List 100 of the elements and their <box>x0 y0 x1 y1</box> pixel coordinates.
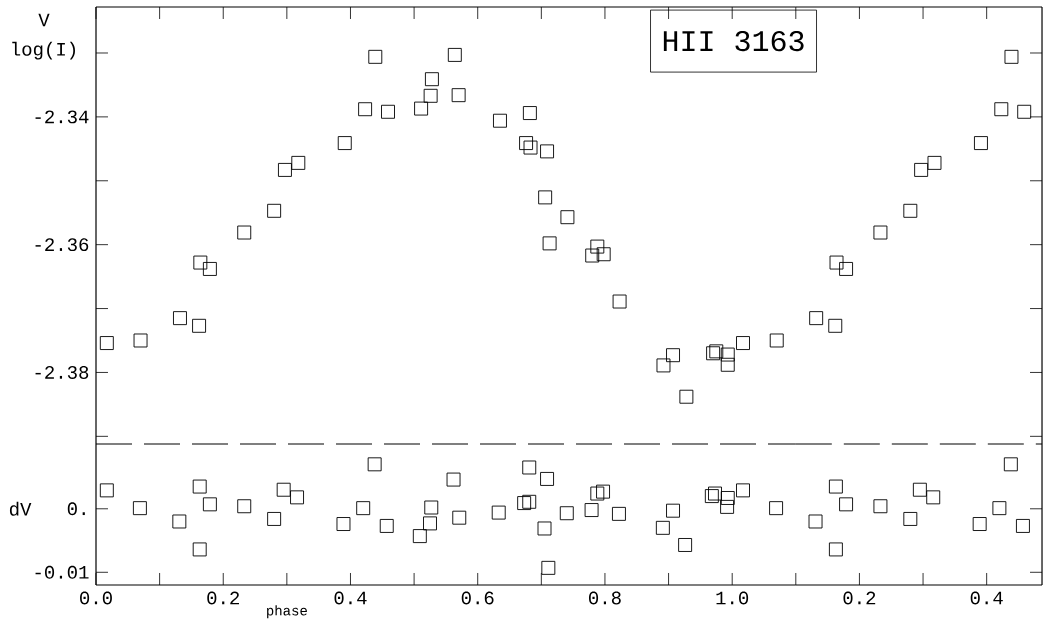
point <box>679 389 694 404</box>
point <box>926 490 941 505</box>
point <box>540 144 555 159</box>
point <box>612 506 626 521</box>
point <box>839 497 854 512</box>
point <box>828 479 843 494</box>
point <box>291 155 306 170</box>
point <box>267 511 282 526</box>
point <box>523 140 538 155</box>
text: HII 3163 <box>663 30 804 52</box>
point <box>972 517 987 531</box>
point <box>828 318 843 333</box>
point <box>237 499 252 514</box>
point <box>412 529 427 544</box>
text: V <box>38 13 50 27</box>
point <box>538 190 553 205</box>
point <box>447 47 462 62</box>
point <box>133 333 148 348</box>
point <box>541 560 556 575</box>
x-tick-label: 0.2 <box>843 591 876 605</box>
point <box>451 88 466 103</box>
point <box>873 499 888 514</box>
point <box>720 491 735 505</box>
point <box>720 499 735 514</box>
point <box>368 49 383 64</box>
point <box>493 113 507 128</box>
y-tick-label: -0.01 <box>35 565 89 579</box>
x-tick-label: 0.8 <box>588 591 621 605</box>
point <box>99 483 114 498</box>
point <box>290 490 304 505</box>
y-axis-title: log(I) <box>12 41 75 60</box>
point <box>720 357 735 372</box>
point <box>202 497 217 512</box>
point <box>736 336 750 350</box>
point <box>542 236 557 251</box>
point <box>267 203 282 218</box>
x-tick-label: 0.2 <box>207 591 239 605</box>
point <box>193 255 208 270</box>
point <box>423 516 437 531</box>
point <box>1003 457 1018 472</box>
y-tick-label: -2.36 <box>35 238 89 252</box>
point <box>704 489 719 504</box>
point <box>590 239 605 254</box>
x-axis-title: phase <box>267 605 307 619</box>
point <box>828 542 843 557</box>
point <box>655 520 670 535</box>
point <box>808 514 823 529</box>
point <box>423 88 438 103</box>
point <box>522 494 537 509</box>
point <box>873 225 888 240</box>
x-tick-label: 0.4 <box>970 591 1003 605</box>
x-tick-label: 0.6 <box>461 591 494 605</box>
x-tick-label: 0.0 <box>80 591 112 605</box>
point <box>666 348 680 363</box>
point <box>973 136 988 151</box>
point <box>992 501 1007 516</box>
x-tick-label: 1.0 <box>716 591 749 605</box>
point <box>612 294 627 309</box>
point <box>666 503 680 518</box>
point <box>173 311 187 326</box>
point <box>596 484 610 499</box>
point <box>172 514 187 529</box>
point <box>356 501 371 516</box>
point <box>540 471 555 486</box>
point <box>358 102 373 117</box>
point <box>491 505 506 520</box>
point <box>379 518 394 533</box>
point <box>912 482 927 497</box>
point <box>192 479 207 494</box>
point <box>337 136 352 151</box>
point <box>424 72 439 87</box>
point <box>192 542 207 557</box>
point <box>656 358 671 373</box>
point <box>903 511 918 526</box>
point <box>132 501 147 516</box>
point <box>446 472 461 487</box>
point <box>192 318 207 333</box>
point <box>202 261 217 276</box>
point <box>452 510 467 525</box>
point <box>736 483 750 498</box>
y-tick-label: 0. <box>67 502 85 516</box>
point <box>276 482 291 497</box>
point <box>720 347 735 362</box>
point <box>994 102 1009 117</box>
point <box>560 210 575 225</box>
point <box>517 496 532 511</box>
point <box>1015 518 1030 533</box>
point <box>522 460 537 475</box>
point <box>519 136 534 151</box>
y-tick-label: -2.38 <box>35 366 89 379</box>
point <box>278 162 292 177</box>
point <box>809 311 824 326</box>
point <box>237 225 252 240</box>
point <box>903 203 918 218</box>
point <box>914 162 929 177</box>
point <box>522 106 537 120</box>
point <box>1017 104 1032 119</box>
point <box>381 104 395 119</box>
point <box>584 503 599 517</box>
point <box>769 333 784 348</box>
